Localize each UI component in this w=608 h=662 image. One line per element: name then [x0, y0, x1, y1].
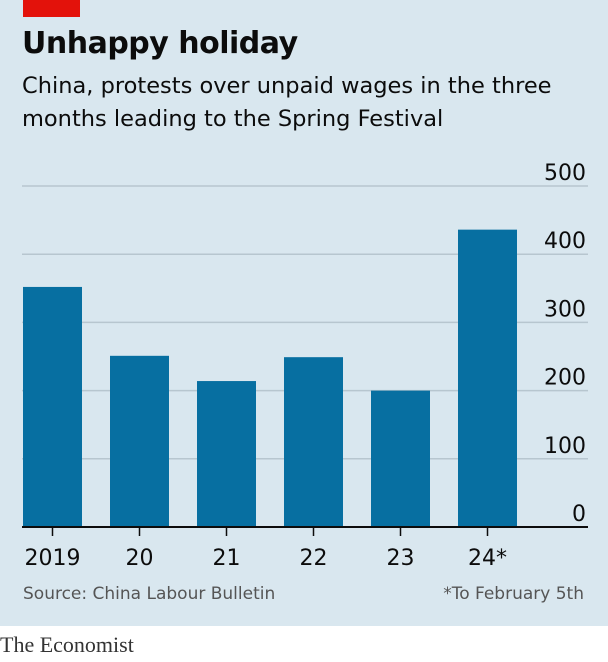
bar	[458, 229, 517, 527]
x-tick-label: 23	[387, 546, 415, 571]
bar	[197, 381, 256, 527]
x-tick-label: 20	[126, 546, 154, 571]
y-tick-label: 300	[544, 297, 586, 322]
y-tick-label: 100	[544, 434, 586, 459]
chart-subtitle: China, protests over unpaid wages in the…	[22, 73, 552, 132]
bar	[371, 390, 430, 527]
chart-panel: Unhappy holiday China, protests over unp…	[0, 0, 608, 626]
bar-chart: 0 100 200 300 400 500 2019 20 21 22 23 24*	[22, 161, 588, 571]
y-tick-label: 200	[544, 366, 586, 391]
y-tick-label: 400	[544, 229, 586, 254]
x-tick-label: 21	[213, 546, 241, 571]
y-tick-label: 500	[544, 161, 586, 186]
x-tick-label: 24*	[468, 546, 507, 571]
x-tick-label: 2019	[25, 546, 81, 571]
publisher-logo: The Economist	[0, 632, 134, 657]
y-tick-label: 0	[572, 502, 586, 527]
red-accent-tag	[23, 0, 80, 17]
bar	[23, 286, 82, 527]
x-tick-label: 22	[300, 546, 328, 571]
bar	[284, 357, 343, 527]
footnote: *To February 5th	[443, 584, 584, 604]
chart-title: Unhappy holiday	[22, 26, 298, 61]
source-note: Source: China Labour Bulletin	[23, 584, 276, 604]
bar	[110, 355, 169, 527]
